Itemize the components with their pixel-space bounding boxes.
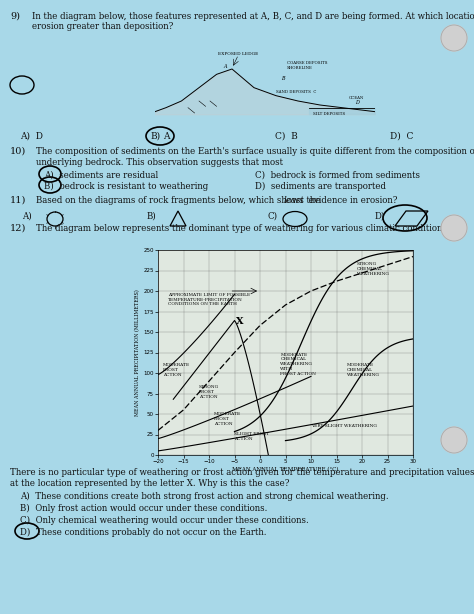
Text: D)  These conditions probably do not occur on the Earth.: D) These conditions probably do not occu…: [20, 528, 266, 537]
Text: C): C): [268, 212, 278, 221]
Text: SILT DEPOSITS: SILT DEPOSITS: [313, 112, 346, 115]
Text: The diagram below represents the dominant type of weathering for various climati: The diagram below represents the dominan…: [36, 224, 450, 233]
Circle shape: [441, 215, 467, 241]
Text: 10): 10): [10, 147, 26, 156]
Text: B)  Only frost action would occur under these conditions.: B) Only frost action would occur under t…: [20, 504, 267, 513]
Text: D)  C: D) C: [390, 132, 413, 141]
Circle shape: [441, 25, 467, 51]
Text: A)  D: A) D: [20, 132, 43, 141]
Text: A)  sediments are residual: A) sediments are residual: [44, 171, 158, 180]
Text: X: X: [236, 317, 244, 326]
Text: OCEAN: OCEAN: [348, 96, 364, 99]
Text: The composition of sediments on the Earth's surface usually is quite different f: The composition of sediments on the Eart…: [36, 147, 474, 156]
Text: evidence in erosion?: evidence in erosion?: [306, 196, 398, 205]
Text: SLIGHT FROST
ACTION: SLIGHT FROST ACTION: [235, 432, 270, 441]
Text: 11): 11): [10, 196, 27, 205]
Text: A: A: [163, 132, 170, 141]
Text: C)  B: C) B: [275, 132, 298, 141]
Text: at the location represented by the letter X. Why is this the case?: at the location represented by the lette…: [10, 479, 290, 488]
Text: C)  Only chemical weathering would occur under these conditions.: C) Only chemical weathering would occur …: [20, 516, 309, 525]
Text: A)  These conditions create both strong frost action and strong chemical weather: A) These conditions create both strong f…: [20, 492, 389, 501]
X-axis label: MEAN ANNUAL TEMPERATURE (°C): MEAN ANNUAL TEMPERATURE (°C): [232, 467, 339, 472]
Text: D: D: [356, 100, 359, 105]
Text: C)  bedrock is formed from sediments: C) bedrock is formed from sediments: [255, 171, 420, 180]
Text: B: B: [281, 76, 284, 81]
Text: STRONG
CHEMICAL
WEATHERING: STRONG CHEMICAL WEATHERING: [357, 262, 390, 276]
Text: EXPOSED LEDGE: EXPOSED LEDGE: [219, 52, 259, 56]
Text: COARSE DEPOSITS
SHORELINE: COARSE DEPOSITS SHORELINE: [287, 61, 328, 69]
Text: There is no particular type of weathering or frost action given for the temperat: There is no particular type of weatherin…: [10, 468, 474, 477]
Text: MODERATE
FROST
ACTION: MODERATE FROST ACTION: [163, 363, 191, 377]
Text: erosion greater than deposition?: erosion greater than deposition?: [32, 22, 173, 31]
Text: Based on the diagrams of rock fragments below, which shows the: Based on the diagrams of rock fragments …: [36, 196, 323, 205]
Text: APPROXIMATE LIMIT OF POSSIBLE
TEMPERATURE-PRECIPITATION
CONDITIONS ON THE EARTH: APPROXIMATE LIMIT OF POSSIBLE TEMPERATUR…: [168, 293, 250, 306]
Text: D)  sediments are transported: D) sediments are transported: [255, 182, 386, 191]
Text: MODERATE
CHEMICAL
WEATHERING: MODERATE CHEMICAL WEATHERING: [346, 363, 380, 377]
Text: SAND DEPOSITS  C: SAND DEPOSITS C: [276, 90, 316, 95]
Text: In the diagram below, those features represented at A, B, C, and D are being for: In the diagram below, those features rep…: [32, 12, 474, 21]
Text: D): D): [375, 212, 385, 221]
Circle shape: [441, 427, 467, 453]
Text: MODERATE
FROST
ACTION: MODERATE FROST ACTION: [214, 413, 241, 426]
Text: least: least: [284, 196, 305, 205]
Text: STRONG
FROST
ACTION: STRONG FROST ACTION: [199, 386, 219, 399]
Text: 9): 9): [10, 12, 20, 21]
Text: VERY SLIGHT WEATHERING: VERY SLIGHT WEATHERING: [311, 424, 377, 429]
Text: B)  bedrock is resistant to weathering: B) bedrock is resistant to weathering: [44, 182, 208, 191]
Y-axis label: MEAN ANNUAL PRECIPITATION (MILLIMETERS): MEAN ANNUAL PRECIPITATION (MILLIMETERS): [136, 289, 141, 416]
Text: A: A: [224, 64, 227, 69]
Text: underlying bedrock. This observation suggests that most: underlying bedrock. This observation sug…: [36, 158, 283, 167]
Text: B): B): [150, 132, 160, 141]
Text: A): A): [22, 212, 32, 221]
Text: 12): 12): [10, 224, 27, 233]
Text: B): B): [147, 212, 157, 221]
Text: MODERATE
CHEMICAL
WEATHERING
WITH
FROST ACTION: MODERATE CHEMICAL WEATHERING WITH FROST …: [281, 352, 316, 376]
